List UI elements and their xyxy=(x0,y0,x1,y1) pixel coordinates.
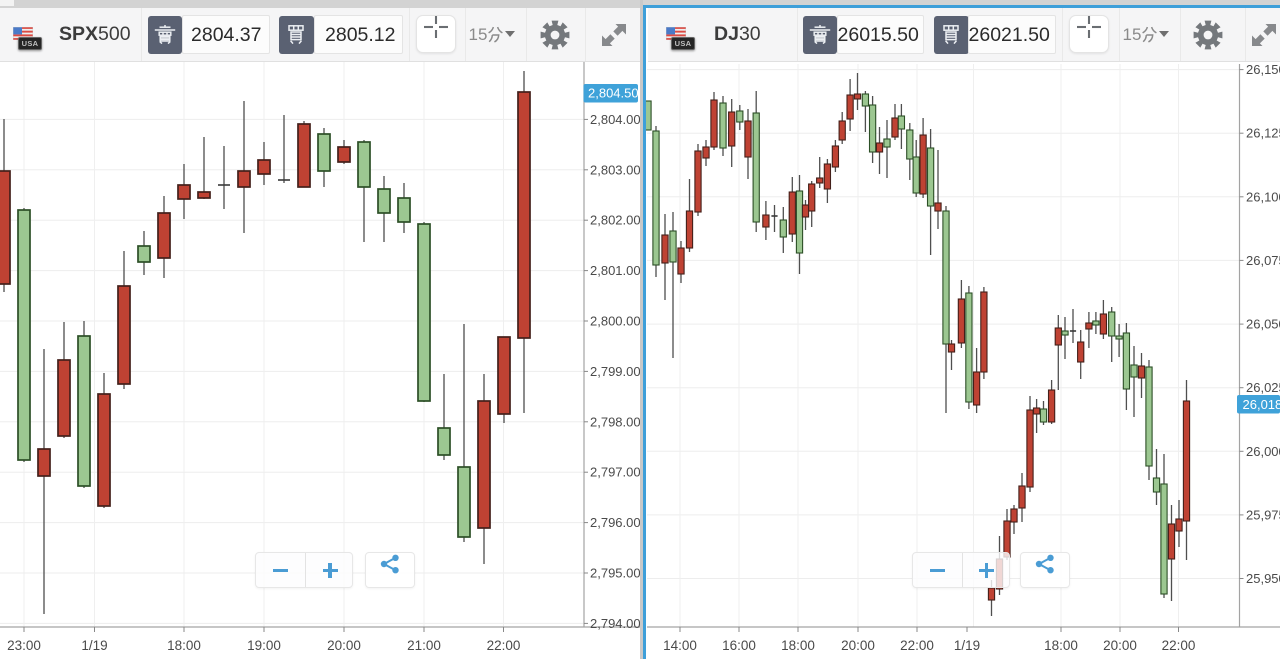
svg-text:23:00: 23:00 xyxy=(7,638,41,653)
svg-text:26,025: 26,025 xyxy=(1246,380,1280,395)
svg-text:26,018.: 26,018. xyxy=(1243,397,1280,412)
svg-text:2,803.00: 2,803.00 xyxy=(590,162,640,177)
svg-text:26,000: 26,000 xyxy=(1246,444,1280,459)
svg-text:20:00: 20:00 xyxy=(841,638,875,653)
svg-text:2,795.00: 2,795.00 xyxy=(590,566,640,581)
svg-text:2,799.00: 2,799.00 xyxy=(590,364,640,379)
svg-text:22:00: 22:00 xyxy=(487,638,521,653)
svg-text:25,950: 25,950 xyxy=(1246,571,1280,586)
svg-text:20:00: 20:00 xyxy=(327,638,361,653)
svg-text:2,798.00: 2,798.00 xyxy=(590,414,640,429)
svg-text:21:00: 21:00 xyxy=(407,638,441,653)
svg-text:26,100: 26,100 xyxy=(1246,189,1280,204)
svg-text:20:00: 20:00 xyxy=(1103,638,1137,653)
svg-text:2,804.50: 2,804.50 xyxy=(588,86,639,101)
svg-text:26,075: 26,075 xyxy=(1246,253,1280,268)
svg-text:18:00: 18:00 xyxy=(1044,638,1078,653)
svg-text:2,801.00: 2,801.00 xyxy=(590,263,640,278)
svg-text:2,804.00: 2,804.00 xyxy=(590,112,640,127)
svg-text:2,802.00: 2,802.00 xyxy=(590,213,640,228)
svg-text:14:00: 14:00 xyxy=(663,638,697,653)
svg-text:26,125: 26,125 xyxy=(1246,126,1280,141)
svg-text:18:00: 18:00 xyxy=(167,638,201,653)
svg-text:22:00: 22:00 xyxy=(900,638,934,653)
svg-text:2,797.00: 2,797.00 xyxy=(590,465,640,480)
svg-text:26,050: 26,050 xyxy=(1246,317,1280,332)
svg-text:1/19: 1/19 xyxy=(954,638,980,653)
svg-text:25,975: 25,975 xyxy=(1246,507,1280,522)
svg-text:22:00: 22:00 xyxy=(1162,638,1196,653)
svg-text:1/19: 1/19 xyxy=(81,638,107,653)
svg-text:19:00: 19:00 xyxy=(247,638,281,653)
svg-text:16:00: 16:00 xyxy=(722,638,756,653)
svg-text:2,800.00: 2,800.00 xyxy=(590,314,640,329)
svg-text:26,150: 26,150 xyxy=(1246,62,1280,77)
svg-text:2,796.00: 2,796.00 xyxy=(590,515,640,530)
svg-text:18:00: 18:00 xyxy=(781,638,815,653)
svg-text:2,794.00: 2,794.00 xyxy=(590,616,640,631)
